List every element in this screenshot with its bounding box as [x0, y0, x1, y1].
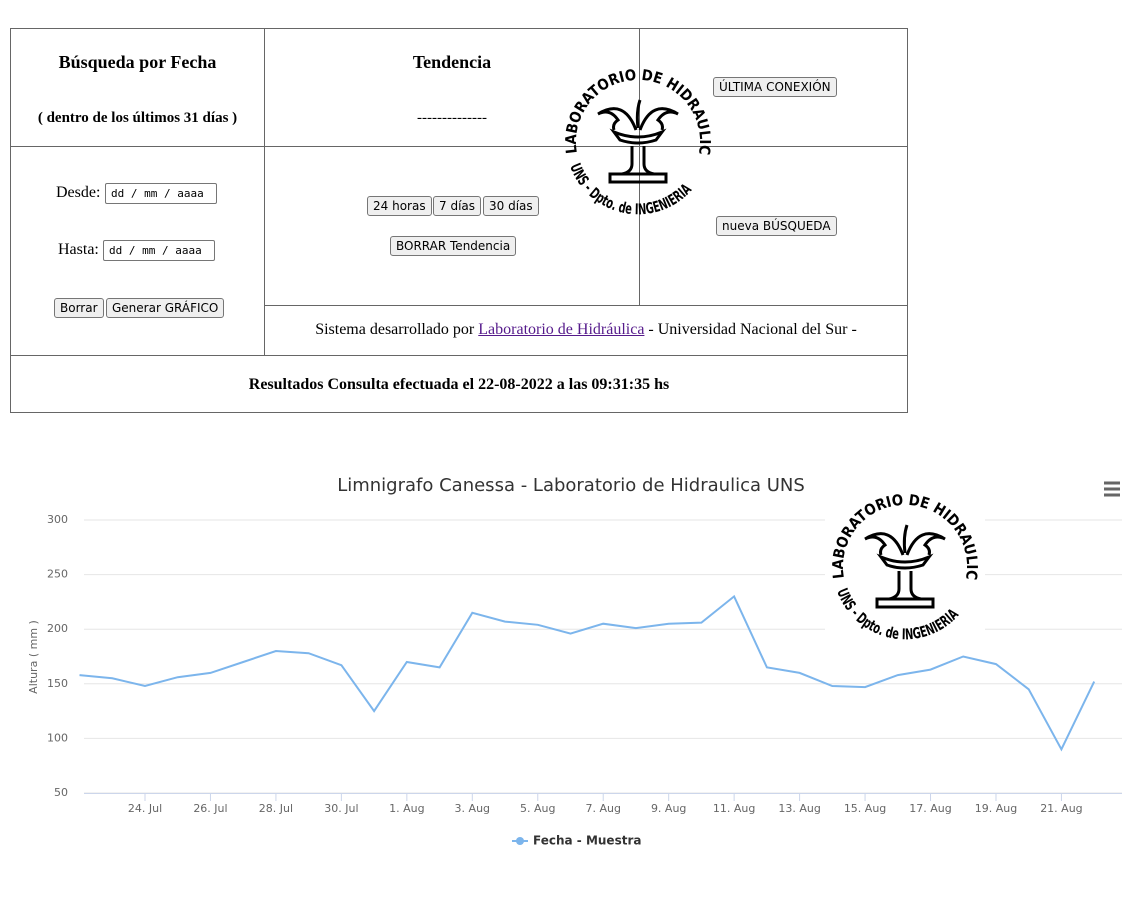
x-tick-label: 21. Aug	[1040, 802, 1082, 815]
generate-button[interactable]: Generar GRÁFICO	[106, 298, 225, 318]
trend-value: --------------	[417, 110, 487, 126]
trend-clear-button[interactable]: BORRAR Tendencia	[390, 236, 517, 256]
y-tick-label: 150	[47, 677, 68, 690]
trend-30d-button[interactable]: 30 días	[483, 196, 539, 216]
footer-suffix: - Universidad Nacional del Sur -	[648, 321, 857, 338]
footer-prefix: Sistema desarrollado por	[315, 321, 475, 338]
y-tick-label: 100	[47, 731, 68, 744]
x-tick-label: 24. Jul	[128, 802, 162, 815]
x-tick-label: 1. Aug	[389, 802, 424, 815]
logo-fountain	[597, 99, 679, 184]
from-label: Desde:	[56, 184, 101, 201]
x-tick-label: 17. Aug	[909, 802, 951, 815]
x-tick-label: 28. Jul	[259, 802, 293, 815]
x-tick-label: 19. Aug	[975, 802, 1017, 815]
results-text: Resultados Consulta efectuada el 22-08-2…	[248, 376, 670, 393]
x-tick-label: 3. Aug	[455, 802, 490, 815]
search-subtitle: ( dentro de los últimos 31 días )	[37, 110, 238, 126]
x-tick-label: 13. Aug	[778, 802, 820, 815]
x-tick-label: 7. Aug	[585, 802, 620, 815]
y-tick-label: 300	[47, 513, 68, 526]
last-connection-button[interactable]: ÚLTIMA CONEXIÓN	[713, 77, 837, 97]
x-tick-label: 5. Aug	[520, 802, 555, 815]
chart-logo: LABORATORIO DE HIDRAULICA UNS - Dpto. de…	[825, 487, 985, 647]
to-date-input[interactable]: dd / mm / aaaa	[103, 240, 215, 261]
x-tick-label: 15. Aug	[844, 802, 886, 815]
y-tick-label: 200	[47, 622, 68, 635]
results-cell	[10, 355, 908, 413]
to-label: Hasta:	[58, 241, 99, 258]
search-title: Búsqueda por Fecha	[58, 52, 217, 72]
from-date-input[interactable]: dd / mm / aaaa	[105, 183, 217, 204]
footer-text: Sistema desarrollado por Laboratorio de …	[264, 321, 908, 339]
x-tick-label: 30. Jul	[324, 802, 358, 815]
x-tick-label: 9. Aug	[651, 802, 686, 815]
y-tick-label: 250	[47, 568, 68, 581]
y-tick-label: 50	[54, 786, 68, 799]
menu-icon[interactable]	[1104, 481, 1120, 497]
trend-title: Tendencia	[412, 52, 492, 72]
logo-fountain	[864, 524, 946, 609]
y-axis-label: Altura ( mm )	[27, 620, 40, 694]
new-search-button[interactable]: nueva BÚSQUEDA	[716, 216, 837, 236]
logo: LABORATORIO DE HIDRAULICA UNS - Dpto. de…	[558, 62, 714, 218]
chart-title: Limnigrafo Canessa - Laboratorio de Hidr…	[337, 475, 805, 496]
x-tick-label: 26. Jul	[193, 802, 227, 815]
clear-button[interactable]: Borrar	[54, 298, 104, 318]
legend-label: Fecha - Muestra	[533, 834, 641, 848]
legend-symbol	[516, 837, 524, 845]
data-line	[79, 594, 1096, 752]
trend-7d-button[interactable]: 7 días	[433, 196, 482, 216]
x-tick-label: 11. Aug	[713, 802, 755, 815]
footer-link[interactable]: Laboratorio de Hidráulica	[478, 321, 645, 338]
trend-24h-button[interactable]: 24 horas	[367, 196, 432, 216]
